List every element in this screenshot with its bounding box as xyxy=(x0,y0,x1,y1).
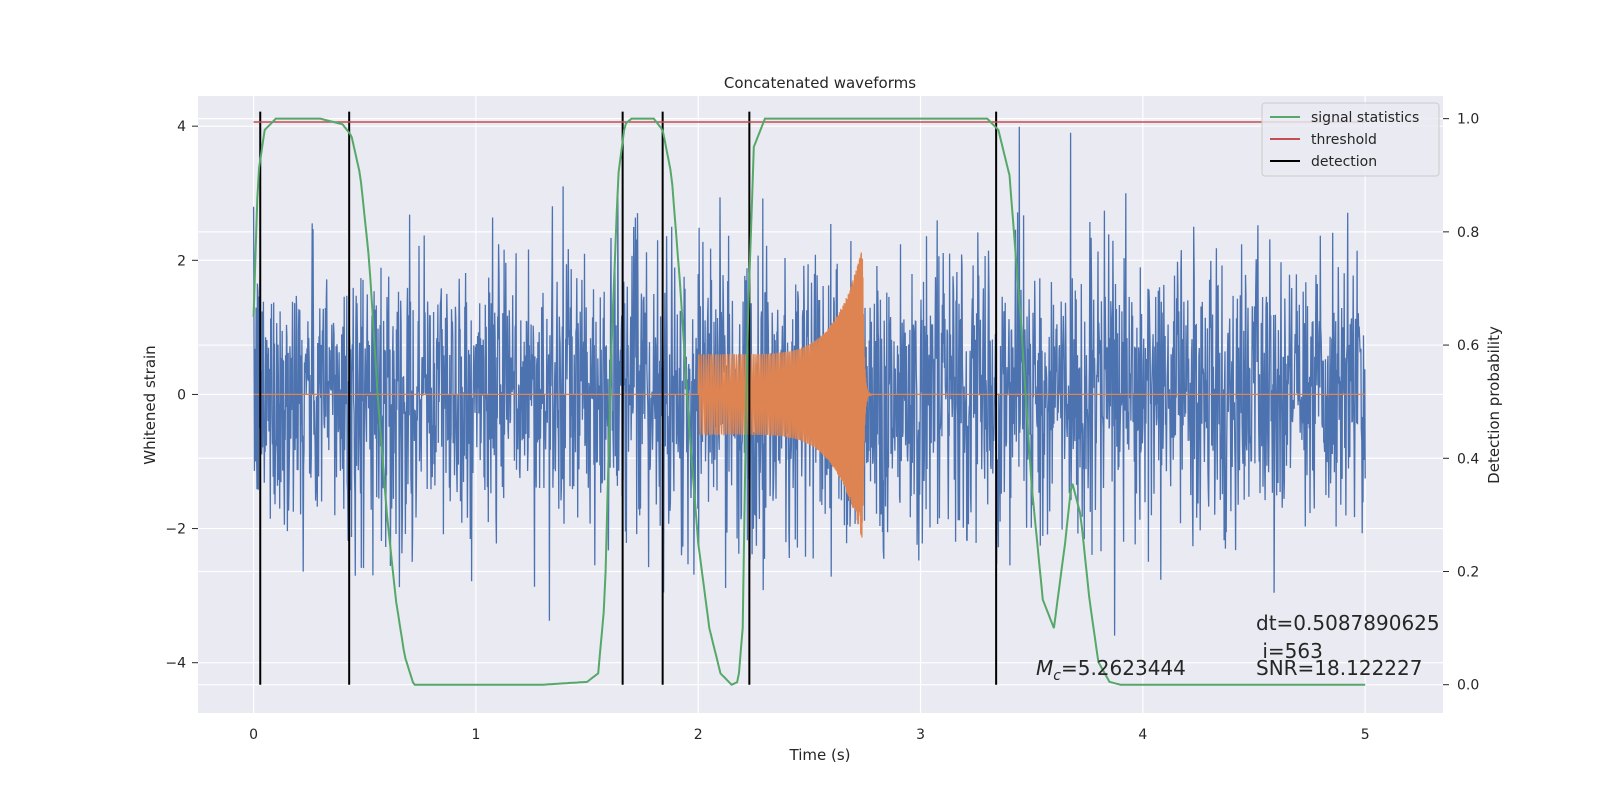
chirp-mass-value: =5.2623444 xyxy=(1061,656,1186,680)
x-tick-label: 2 xyxy=(694,727,703,743)
legend: signal statistics threshold detection xyxy=(1261,102,1440,177)
y-right-axis-label: Detection probability xyxy=(1485,326,1503,484)
template-line xyxy=(253,252,1366,538)
template-series xyxy=(253,252,1366,538)
tick-labels: 0 1 2 3 4 5 −4 −2 0 2 4 0.0 0.2 0.4 0.6 0.8 1.0 xyxy=(165,112,1479,743)
signal-statistics-line xyxy=(252,117,1366,686)
y-tick-label: −2 xyxy=(165,522,186,538)
y-right-tick-label: 1.0 xyxy=(1457,112,1479,128)
legend-box xyxy=(1261,102,1440,177)
y-right-tick-label: 0.8 xyxy=(1457,225,1479,241)
x-axis-label: Time (s) xyxy=(789,746,851,764)
x-tick-label: 4 xyxy=(1138,727,1147,743)
y-axis-label: Whitened strain xyxy=(141,345,159,464)
x-tick-label: 1 xyxy=(471,727,480,743)
y-right-tick-label: 0.4 xyxy=(1457,451,1479,467)
annotation-i: i=563 xyxy=(1256,639,1323,663)
y-tick-label: −4 xyxy=(165,656,186,672)
legend-label-signal-statistics: signal statistics xyxy=(1311,110,1419,126)
y-tick-label: 0 xyxy=(177,387,186,403)
chart-title: Concatenated waveforms xyxy=(724,74,916,92)
chirp-mass-subscript: c xyxy=(1053,668,1061,684)
chirp-mass-symbol: M xyxy=(1036,656,1053,680)
probability-series xyxy=(252,111,1366,686)
legend-label-detection: detection xyxy=(1311,154,1377,170)
x-tick-label: 5 xyxy=(1361,727,1370,743)
x-tick-label: 0 xyxy=(249,727,258,743)
y-tick-label: 4 xyxy=(177,119,186,135)
y-right-tick-label: 0.0 xyxy=(1457,678,1479,694)
annotation-snr: SNR=18.122227 xyxy=(1256,656,1422,680)
annotation-dt: dt=0.5087890625 xyxy=(1256,611,1440,635)
y-right-tick-label: 0.6 xyxy=(1457,338,1479,354)
annotation-chirp-mass: Mc=5.2623444 xyxy=(1036,656,1186,684)
legend-label-threshold: threshold xyxy=(1311,132,1377,148)
y-tick-label: 2 xyxy=(177,253,186,269)
x-tick-label: 3 xyxy=(916,727,925,743)
y-right-tick-label: 0.2 xyxy=(1457,564,1479,580)
